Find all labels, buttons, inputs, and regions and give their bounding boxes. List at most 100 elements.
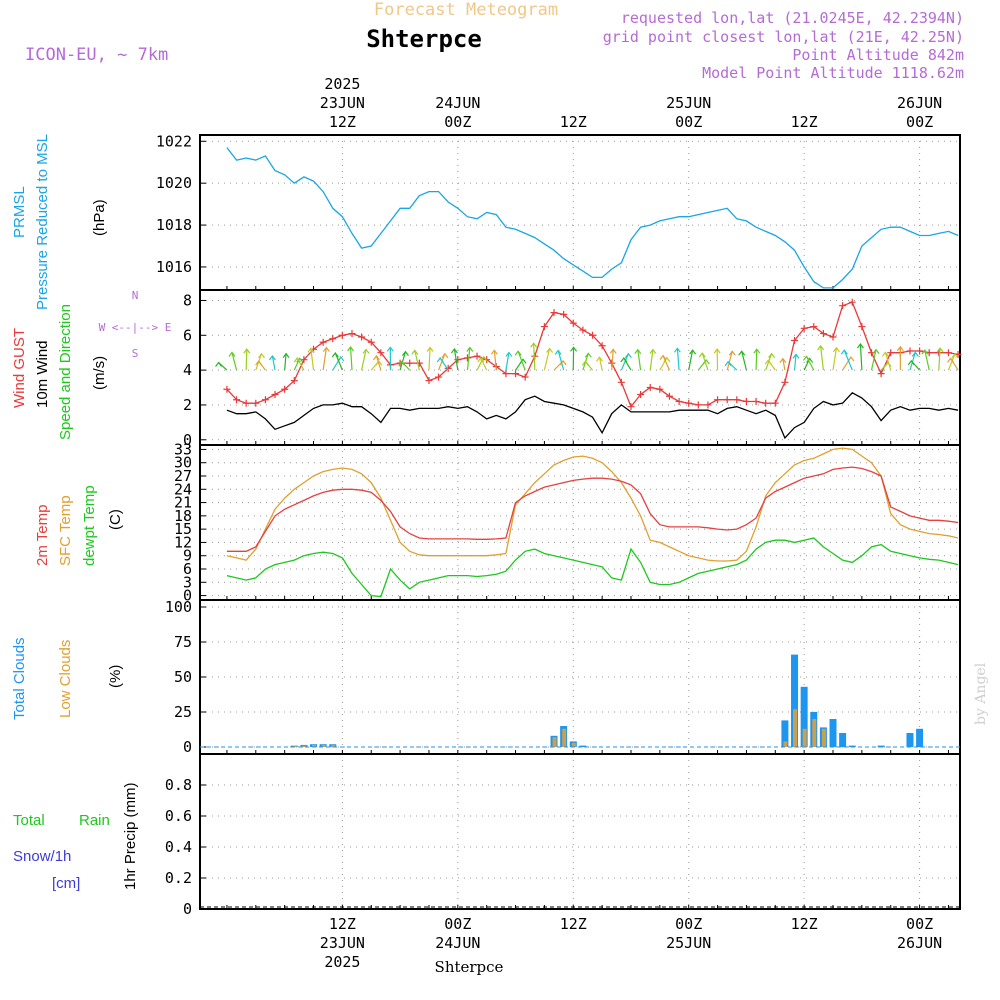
gust-marker: [512, 370, 520, 378]
wind-arrow-head: [411, 349, 419, 355]
wind-arrow: [557, 350, 565, 371]
y-tick-label: 0: [183, 587, 192, 605]
wind-arrow: [414, 350, 420, 371]
y-tick-label: 0.4: [165, 838, 192, 856]
gust-marker: [627, 403, 635, 411]
wind-arrow-head: [817, 344, 825, 351]
wind-arrow-head: [792, 353, 800, 359]
point-altitude: Point Altitude 842m: [792, 46, 964, 64]
wind-arrow-head: [337, 356, 345, 362]
wind-arrow: [505, 352, 510, 371]
top-time-label: 26JUN: [897, 94, 942, 112]
wind-arrow-head: [228, 351, 236, 357]
gust-marker: [839, 302, 847, 310]
wind-arrow-head: [764, 359, 772, 365]
wind-label: 10m Wind: [34, 340, 51, 408]
wind-arrow-head: [689, 349, 697, 355]
low-cloud-bar: [292, 745, 297, 747]
gust-marker: [694, 401, 702, 409]
total-cloud-bar: [579, 745, 587, 747]
wind-arrow-head: [519, 358, 527, 364]
total-cloud-bar: [839, 733, 847, 747]
sfc-temp-line: [226, 447, 959, 562]
wind-arrow-head: [753, 348, 761, 354]
low-cloud-bar: [793, 709, 798, 747]
y-tick-label: 0: [183, 900, 192, 918]
y-tick-label: 24: [174, 480, 192, 498]
gust-marker: [300, 356, 308, 364]
low-cloud-bar: [821, 728, 826, 747]
wind-arrow: [782, 358, 786, 371]
low-cloud-bar: [321, 744, 326, 747]
gust-marker: [656, 385, 664, 393]
total-cloud-bar: [800, 686, 808, 747]
wind-arrow-head: [911, 351, 919, 357]
wind-arrow-head: [881, 351, 889, 357]
wind-arrow: [676, 348, 680, 371]
y-tick-label: 25: [174, 703, 192, 721]
gust-marker: [714, 396, 722, 404]
gust-marker: [733, 396, 741, 404]
wind-arrow: [843, 349, 853, 371]
wind-arrow-head: [584, 352, 592, 358]
y-tick-label: 27: [174, 467, 192, 485]
wind-arrow-head: [490, 349, 498, 355]
wind-arrow-head: [620, 357, 628, 363]
wind-arrow-head: [530, 342, 538, 348]
wind-arrow: [543, 348, 551, 371]
gust-marker: [791, 337, 799, 345]
y-tick-label: 30: [174, 454, 192, 472]
temp-unit: (C): [107, 509, 124, 530]
model-altitude: Model Point Altitude 1118.62m: [702, 64, 964, 82]
wind-arrow-head: [896, 345, 904, 352]
wind-arrow: [245, 349, 248, 371]
station-title: Shterpce: [366, 25, 482, 53]
wind-arrow: [859, 343, 863, 371]
wind-arrow-head: [951, 352, 959, 359]
y-tick-label: 15: [174, 520, 192, 538]
gust-marker: [406, 359, 414, 367]
y-tick-label: 33: [174, 440, 192, 458]
gust-marker: [463, 354, 471, 362]
gust-marker: [665, 392, 673, 400]
wind-arrow-head: [436, 357, 444, 363]
gust-marker: [358, 333, 366, 341]
gust-marker: [569, 319, 577, 327]
wind-arrow: [701, 352, 709, 371]
wind-arrow-head: [331, 352, 339, 358]
gust-marker: [848, 298, 856, 306]
wind-arrow-head: [243, 348, 251, 354]
y-tick-label: 21: [174, 494, 192, 512]
rain-label: Rain: [79, 812, 110, 829]
wind-arrow: [322, 347, 328, 371]
bottom-time-label: 00Z: [444, 915, 471, 933]
bottom-time-label: 12Z: [791, 915, 818, 933]
dewpt-line: [226, 537, 959, 598]
wind-arrow: [793, 354, 797, 371]
station-footer: Shterpce: [435, 958, 504, 976]
y-tick-label: 4: [183, 361, 192, 379]
gust-marker: [877, 370, 885, 378]
top-time-label: 12Z: [791, 113, 818, 131]
pressure-unit: (hPa): [91, 199, 108, 236]
wind-arrow-head: [872, 348, 880, 355]
top-title: Forecast Meteogram: [374, 0, 558, 20]
wind-arrow: [493, 350, 497, 371]
low-cloud-bar: [552, 737, 557, 747]
wind-arrow: [334, 352, 343, 371]
gust-marker: [944, 349, 952, 357]
pressure-label-2: Pressure Reduced to MSL: [34, 134, 51, 310]
y-tick-label: 0: [183, 431, 192, 449]
bottom-time-label: 12Z: [329, 915, 356, 933]
total-cloud-bar: [906, 733, 914, 747]
wind-arrow: [284, 353, 287, 371]
gust-marker: [675, 397, 683, 405]
wind-arrow-head: [713, 348, 721, 354]
requested-coords: requested lon,lat (21.0245E, 42.2394N): [621, 9, 964, 27]
panels: 1016101810201022024680369121518212427303…: [156, 132, 961, 918]
cloud-series: [200, 654, 960, 748]
wind-arrow-head: [466, 346, 474, 352]
